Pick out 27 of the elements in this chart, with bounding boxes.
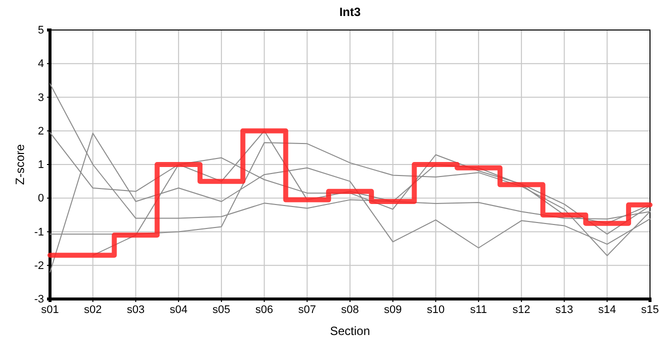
x-tick-label: s13 — [555, 304, 574, 316]
x-tick-label: s11 — [470, 304, 488, 316]
y-tick-label: 0 — [38, 192, 44, 205]
x-tick-label: s01 — [41, 304, 59, 316]
x-tick-label: s02 — [84, 304, 102, 316]
y-tick-label: 3 — [38, 92, 44, 104]
chart-title: Int3 — [339, 5, 361, 19]
y-tick-label: 5 — [38, 24, 44, 37]
x-tick-label: s09 — [384, 304, 402, 316]
x-tick-label: s03 — [126, 304, 145, 316]
y-tick-label: -1 — [34, 226, 44, 238]
y-tick-label: 1 — [38, 159, 44, 172]
x-tick-label: s05 — [212, 304, 230, 316]
y-tick-label: 2 — [38, 125, 44, 138]
x-axis-title: Section — [330, 324, 370, 338]
y-axis-title: Z-score — [13, 144, 27, 185]
x-tick-label: s07 — [298, 304, 316, 316]
x-tick-label: s08 — [341, 304, 359, 316]
x-tick-label: s15 — [641, 304, 659, 316]
x-tick-label: s14 — [598, 304, 616, 316]
x-tick-label: s06 — [255, 304, 274, 316]
y-tick-label: 4 — [38, 58, 44, 70]
x-tick-label: s04 — [170, 304, 188, 316]
y-tick-label: -3 — [34, 294, 44, 306]
x-tick-label: s12 — [512, 304, 530, 316]
y-tick-label: -2 — [34, 260, 44, 272]
x-tick-label: s10 — [426, 304, 445, 316]
